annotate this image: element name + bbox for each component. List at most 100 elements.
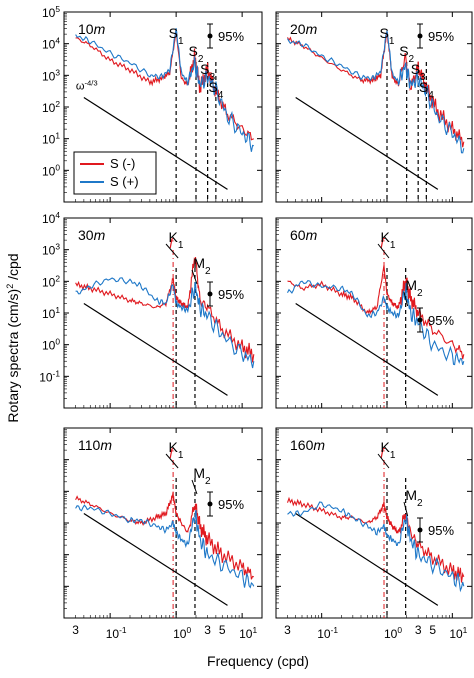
y-tick-label-exp: 1 [55,305,60,315]
slope-reference-line [83,96,228,190]
tidal-label-S1: S1 [169,25,184,47]
y-tick-label-base: 10 [42,212,56,226]
x-tick-label: 3 [284,623,291,637]
data-layer [75,28,255,202]
tidal-label-leader [403,291,409,307]
tidal-label-K1-base: K [169,439,179,455]
depth-unit: m [306,227,318,243]
y-tick-label: 103 [42,242,60,258]
series-line-s-minus [286,496,465,583]
y-tick-label-base: 10 [42,244,56,258]
tidal-label-S2-base: S [189,43,198,59]
tidal-label-M2-base: M [193,255,205,271]
y-tick-label: 10-1 [39,368,60,384]
series-line-s-plus [75,28,254,152]
tidal-label-S4-sub: 4 [428,90,434,101]
depth-unit: m [100,437,112,453]
x-tick-label: 10-1 [106,625,127,641]
panel-depth-title: 110m [78,437,112,453]
y-tick-label-exp: 5 [55,4,60,14]
depth-unit: m [313,437,325,453]
tidal-label-M2-base: M [405,277,417,293]
y-tick-label-base: 10 [42,6,56,20]
data-layer [286,460,465,618]
inertial-frequency-label: f [380,445,386,461]
y-tick-label-exp: 4 [55,210,60,220]
inertial-frequency-label: f [380,235,386,251]
tidal-label-S1-base: S [380,25,389,41]
y-tick-label: 105 [42,4,60,20]
tidal-label-leader [165,453,179,469]
x-axis-label: Frequency (cpd) [207,653,309,669]
y-axis-label-tail: /cpd [5,253,21,283]
y-tick-label-exp: 1 [55,131,60,141]
y-tick-label-base: 10 [42,339,56,353]
y-tick-label-exp: 3 [55,242,60,252]
y-tick-label: 104 [42,36,60,52]
series-line-s-plus [287,279,465,366]
data-layer [287,30,465,202]
x-tick-label-base: 10 [173,627,187,641]
inertial-frequency-label: f [169,235,175,251]
legend-entry: S (-) [110,156,135,171]
panel-depth-title: 10m [78,21,106,37]
tidal-label-S2-sub: 2 [198,54,204,65]
series-line-s-plus [75,277,255,369]
y-tick-label-exp: 0 [55,337,60,347]
tidal-label-leader [377,453,390,469]
y-tick-label-base: 10 [42,133,56,147]
ci-label: 95% [218,29,244,44]
y-tick-label-exp: 3 [55,67,60,77]
tidal-label-S2-base: S [399,43,408,59]
tidal-label-S1-sub: 1 [178,36,184,47]
panel-depth-title: 20m [290,21,318,37]
x-tick-label: 3 [72,623,79,637]
depth-unit: m [94,21,106,37]
tidal-label-K1-sub: 1 [178,240,184,251]
tidal-label-K1: K1 [381,229,396,251]
y-tick-label: 100 [42,162,60,178]
tidal-label-S4-sub: 4 [218,90,224,101]
ci-bar-dot [417,317,423,323]
panel-depth-title: 60m [290,227,318,243]
y-tick-label: 101 [42,131,60,147]
tidal-label-S4: S4 [419,79,434,101]
tidal-label-S4: S4 [208,79,223,101]
x-tick-label: 101 [239,625,257,641]
depth-number: 110 [78,437,101,453]
slope-label: ω-4/3 [76,78,98,93]
y-tick-label: 100 [42,337,60,353]
x-tick-label: 10-1 [317,625,338,641]
y-tick-label-base: 10 [42,307,56,321]
tidal-label-S1: S1 [380,25,395,47]
ci-label: 95% [428,523,454,538]
y-tick-label-exp: 2 [55,99,60,109]
inertial-frequency-label: f [169,445,175,461]
plot-frame [63,427,263,619]
tidal-label-S3-base: S [200,61,209,77]
panel-60m: f 60m K1 M2 95% [275,217,473,409]
x-tick-label-base: 10 [239,627,253,641]
tidal-label-K1-sub: 1 [390,450,396,461]
tidal-label-K1-sub: 1 [390,240,396,251]
x-tick-label-exp: 0 [397,625,402,635]
tidal-label-K1: K1 [169,439,184,461]
ci-bar-dot [207,33,213,39]
y-axis-label-main: Rotary spectra (cm/s) [5,289,21,423]
tidal-label-M2: M2 [193,255,211,277]
depth-number: 10 [78,21,94,37]
y-tick-label: 101 [42,305,60,321]
x-tick-label: 3 [415,623,422,637]
tidal-label-K1: K1 [169,229,184,251]
series-line-s-minus [287,265,465,360]
tidal-label-leader [377,243,390,259]
panel-depth-title: 30m [78,227,106,243]
tidal-label-S4-base: S [419,79,428,95]
ci-label: 95% [218,497,244,512]
x-tick-label-base: 10 [317,627,331,641]
y-tick-label: 102 [42,273,60,289]
tidal-label-M2-base: M [193,465,205,481]
series-line-s-minus [75,491,254,580]
